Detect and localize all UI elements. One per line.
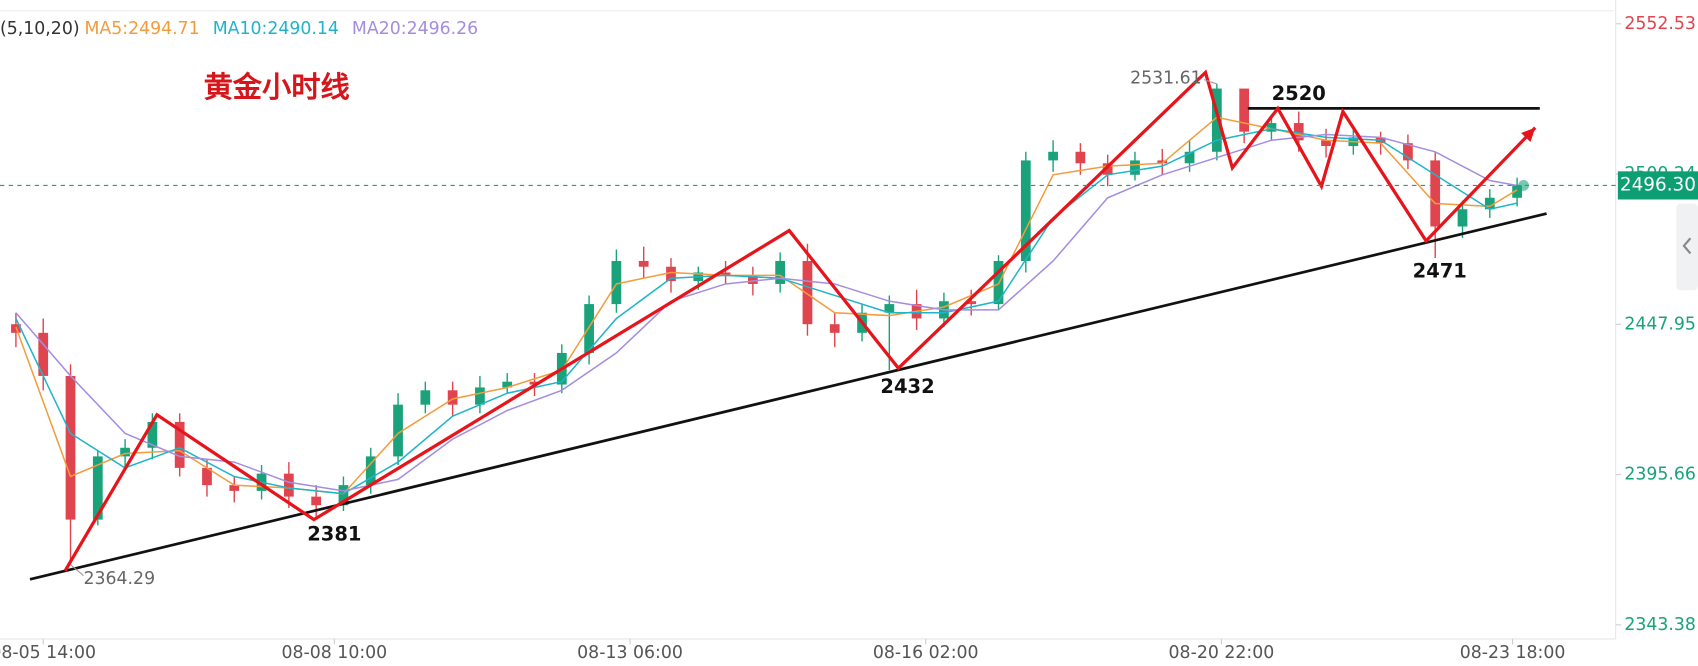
candle-body [1048,151,1058,161]
level-label: 2471 [1413,260,1467,283]
candle-body [502,381,513,388]
extreme-pointer [70,564,84,576]
x-tick-label: 08-05 14:00 [0,643,96,663]
candle-body [1020,160,1031,261]
texts: 2552.532500.242447.952395.662343.3808-05… [0,14,1698,663]
candle-body [447,390,458,405]
candle-body [1293,123,1304,141]
y-tick-label: 2447.95 [1624,314,1696,334]
candle-body [966,301,977,305]
candle-body [638,260,649,267]
legend-entry: MA5:2494.71 [84,19,199,39]
side-panel-toggle[interactable] [1676,203,1698,291]
x-tick-label: 08-20 22:00 [1169,643,1275,663]
x-tick-label: 08-16 02:00 [873,643,979,663]
candle-body [1512,185,1522,198]
level-label: 2381 [307,523,361,546]
candle-body [1239,88,1250,132]
last-price-label: 2496.30 [1620,174,1696,195]
side-toggle-icon [1682,237,1692,255]
candle-body [283,473,294,497]
candles [11,83,1522,565]
candle-body [1321,140,1331,147]
candle-body [147,421,158,448]
candle-body [720,272,731,276]
candle-body [202,467,212,486]
last-price-dot [1518,179,1530,191]
candle-body [1184,151,1195,164]
candle-body [365,456,376,486]
last-price-tag [1617,171,1698,200]
candle-body [174,421,185,468]
candle-body [1075,151,1086,164]
extreme-label: 2364.29 [84,569,156,589]
candle-body [584,304,594,353]
arrow-head [1521,127,1536,142]
candle-body [92,456,103,520]
y-tick-label: 2395.66 [1624,465,1696,485]
candle-body [38,332,49,376]
level-label: 2520 [1272,82,1326,105]
candle-body [420,390,431,405]
legend-prefix: (5,10,20) [0,19,80,39]
candle-body [611,260,622,305]
extreme-label: 2531.61 [1130,69,1202,89]
candle-body [1484,197,1495,210]
candle-body [529,381,540,385]
legend-entry: MA10:2490.14 [213,19,339,39]
candle-body [229,485,240,491]
candle-body [829,324,840,333]
extreme-pointer [1203,79,1218,85]
candle-body [1266,123,1277,132]
x-tick-label: 08-08 10:00 [282,643,388,663]
drawings [0,69,1616,581]
candle-body [775,260,786,284]
candle-body [884,304,895,313]
candle-body [1403,143,1413,161]
candle-body [338,485,349,506]
candle-body [65,375,76,520]
candle-body [802,260,813,325]
candle-body [475,387,485,405]
candle-body [1130,160,1140,175]
y-tick-label: 2552.53 [1624,14,1696,34]
y-tick-label: 2343.38 [1624,615,1696,635]
ma-line [15,133,1518,492]
candle-body [393,404,403,457]
candle-body [1211,88,1222,152]
chart-title: 黄金小时线 [204,70,350,104]
candle-body [1457,209,1468,227]
candle-body [666,266,676,282]
zigzag-path [63,69,1537,572]
candle-body [1430,160,1441,227]
candle-body [311,496,322,506]
candle-body [1102,163,1113,175]
candle-body [120,447,130,457]
legend-entry: MA20:2496.26 [352,19,478,39]
x-tick-label: 08-13 06:00 [577,643,683,663]
x-tick-label: 08-23 18:00 [1460,643,1566,663]
level-label: 2432 [880,375,934,398]
candle-body [747,275,758,284]
candle-body [1157,160,1168,164]
support-line [29,212,1547,581]
